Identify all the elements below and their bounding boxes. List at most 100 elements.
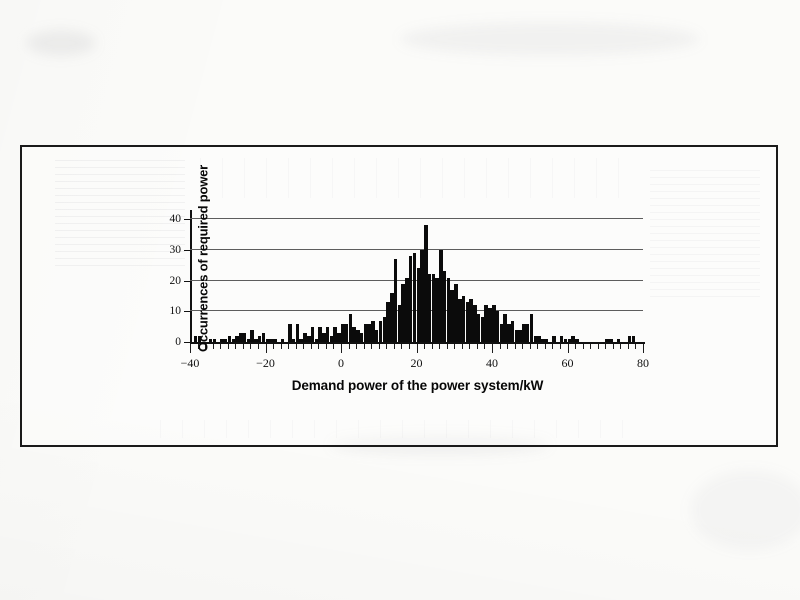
histogram-bar	[544, 338, 549, 342]
histogram-bar	[424, 225, 428, 342]
histogram-bar	[220, 338, 224, 342]
y-tick-mark	[184, 342, 190, 343]
histogram-bar	[208, 338, 213, 342]
x-tick-minor	[371, 344, 373, 349]
histogram-bar	[627, 335, 632, 342]
x-tick-minor	[386, 344, 388, 349]
histogram-bar	[344, 323, 349, 342]
histogram-bar	[469, 299, 473, 342]
y-tick-mark	[184, 280, 190, 282]
histogram-bar	[337, 332, 341, 342]
x-tick-minor	[220, 344, 222, 349]
histogram-bar	[431, 274, 436, 342]
histogram-bar	[397, 305, 402, 342]
histogram-bar	[269, 338, 273, 342]
histogram-bar	[484, 305, 488, 342]
histogram-bar	[348, 314, 353, 342]
x-tick-minor	[484, 344, 486, 349]
histogram-bar	[616, 338, 621, 342]
histogram-bar	[310, 326, 315, 342]
y-axis-title-wrapper: Occurrences of required power	[160, 165, 211, 437]
x-tick-label: 20	[410, 356, 423, 370]
x-tick-minor	[212, 344, 214, 349]
x-tick-minor	[250, 344, 252, 349]
x-tick-minor	[605, 344, 607, 349]
x-tick-minor	[197, 344, 199, 349]
x-tick-minor	[227, 344, 229, 349]
x-tick-minor	[627, 344, 629, 349]
histogram-bar	[250, 329, 254, 342]
histogram-bar	[427, 274, 432, 342]
histogram-bar	[575, 338, 579, 342]
y-tick-mark	[184, 219, 190, 221]
x-tick-minor	[575, 344, 577, 349]
histogram-bar	[454, 283, 458, 342]
x-tick-minor	[378, 344, 380, 349]
histogram-bar	[257, 335, 262, 342]
figure-frame: 0 10 20 30 40 −40 −20 0 20 40 60 80 Demand power o…	[20, 145, 778, 447]
histogram-bar	[446, 277, 451, 342]
histogram-bar	[231, 338, 236, 342]
histogram-bar	[356, 329, 360, 342]
histogram-bar	[212, 338, 217, 342]
x-axis-title: Demand power of the power system/kW	[291, 378, 544, 393]
histogram-bar	[341, 323, 345, 342]
histogram-bar	[371, 320, 375, 342]
histogram-bar	[461, 295, 466, 342]
x-tick-minor	[537, 344, 539, 349]
histogram-bar	[246, 338, 251, 342]
x-tick-minor	[273, 344, 275, 349]
histogram-chart: 0 10 20 30 40 −40 −20 0 20 40 60 80 Demand power o…	[22, 147, 780, 449]
x-tick-label: 0	[338, 356, 344, 370]
histogram-bar	[393, 259, 398, 342]
x-tick-label: 60	[561, 356, 574, 370]
histogram-bar	[390, 292, 394, 342]
histogram-bar	[473, 305, 477, 342]
histogram-bar	[605, 338, 609, 342]
histogram-bar	[291, 338, 296, 342]
histogram-bar	[631, 335, 636, 342]
histogram-bar	[609, 338, 613, 342]
x-tick-minor	[288, 344, 290, 349]
histogram-bar	[503, 314, 507, 342]
y-tick-label: 0	[175, 335, 181, 348]
x-tick-minor	[597, 344, 599, 349]
x-tick-minor	[431, 344, 433, 349]
histogram-bar	[465, 302, 470, 342]
histogram-bar	[533, 335, 538, 342]
histogram-bar	[386, 302, 390, 342]
histogram-bar	[567, 338, 572, 342]
histogram-bar	[499, 323, 504, 342]
x-tick-minor	[280, 344, 282, 349]
x-tick-minor	[507, 344, 509, 349]
scan-smudge-top	[400, 22, 700, 56]
histogram-bar	[405, 277, 409, 342]
histogram-bar	[552, 335, 556, 342]
x-tick-minor	[635, 344, 637, 349]
scan-smudge-left	[26, 30, 96, 56]
histogram-bar	[374, 329, 379, 342]
x-tick-minor	[295, 344, 297, 349]
histogram-bar	[359, 332, 364, 342]
x-tick-minor	[393, 344, 395, 349]
histogram-bar	[439, 249, 443, 342]
x-tick-minor	[529, 344, 531, 349]
x-tick-major	[265, 344, 267, 353]
histogram-bar	[488, 308, 492, 342]
x-tick-minor	[401, 344, 403, 349]
histogram-bar	[420, 249, 424, 342]
x-tick-minor	[499, 344, 501, 349]
x-axis-line	[190, 342, 645, 344]
y-tick-mark	[184, 311, 190, 313]
gridline	[190, 248, 643, 250]
plot-area: 0 10 20 30 40	[170, 213, 643, 348]
x-tick-minor	[242, 344, 244, 349]
histogram-bar	[518, 329, 522, 342]
x-tick-label: −40	[180, 356, 200, 370]
histogram-bar	[235, 335, 239, 342]
y-tick-label: 30	[169, 243, 182, 256]
y-axis-title: Occurrences of required power	[195, 164, 211, 353]
x-tick-major	[341, 344, 342, 353]
x-tick-minor	[590, 344, 592, 349]
x-tick-minor	[454, 344, 456, 349]
